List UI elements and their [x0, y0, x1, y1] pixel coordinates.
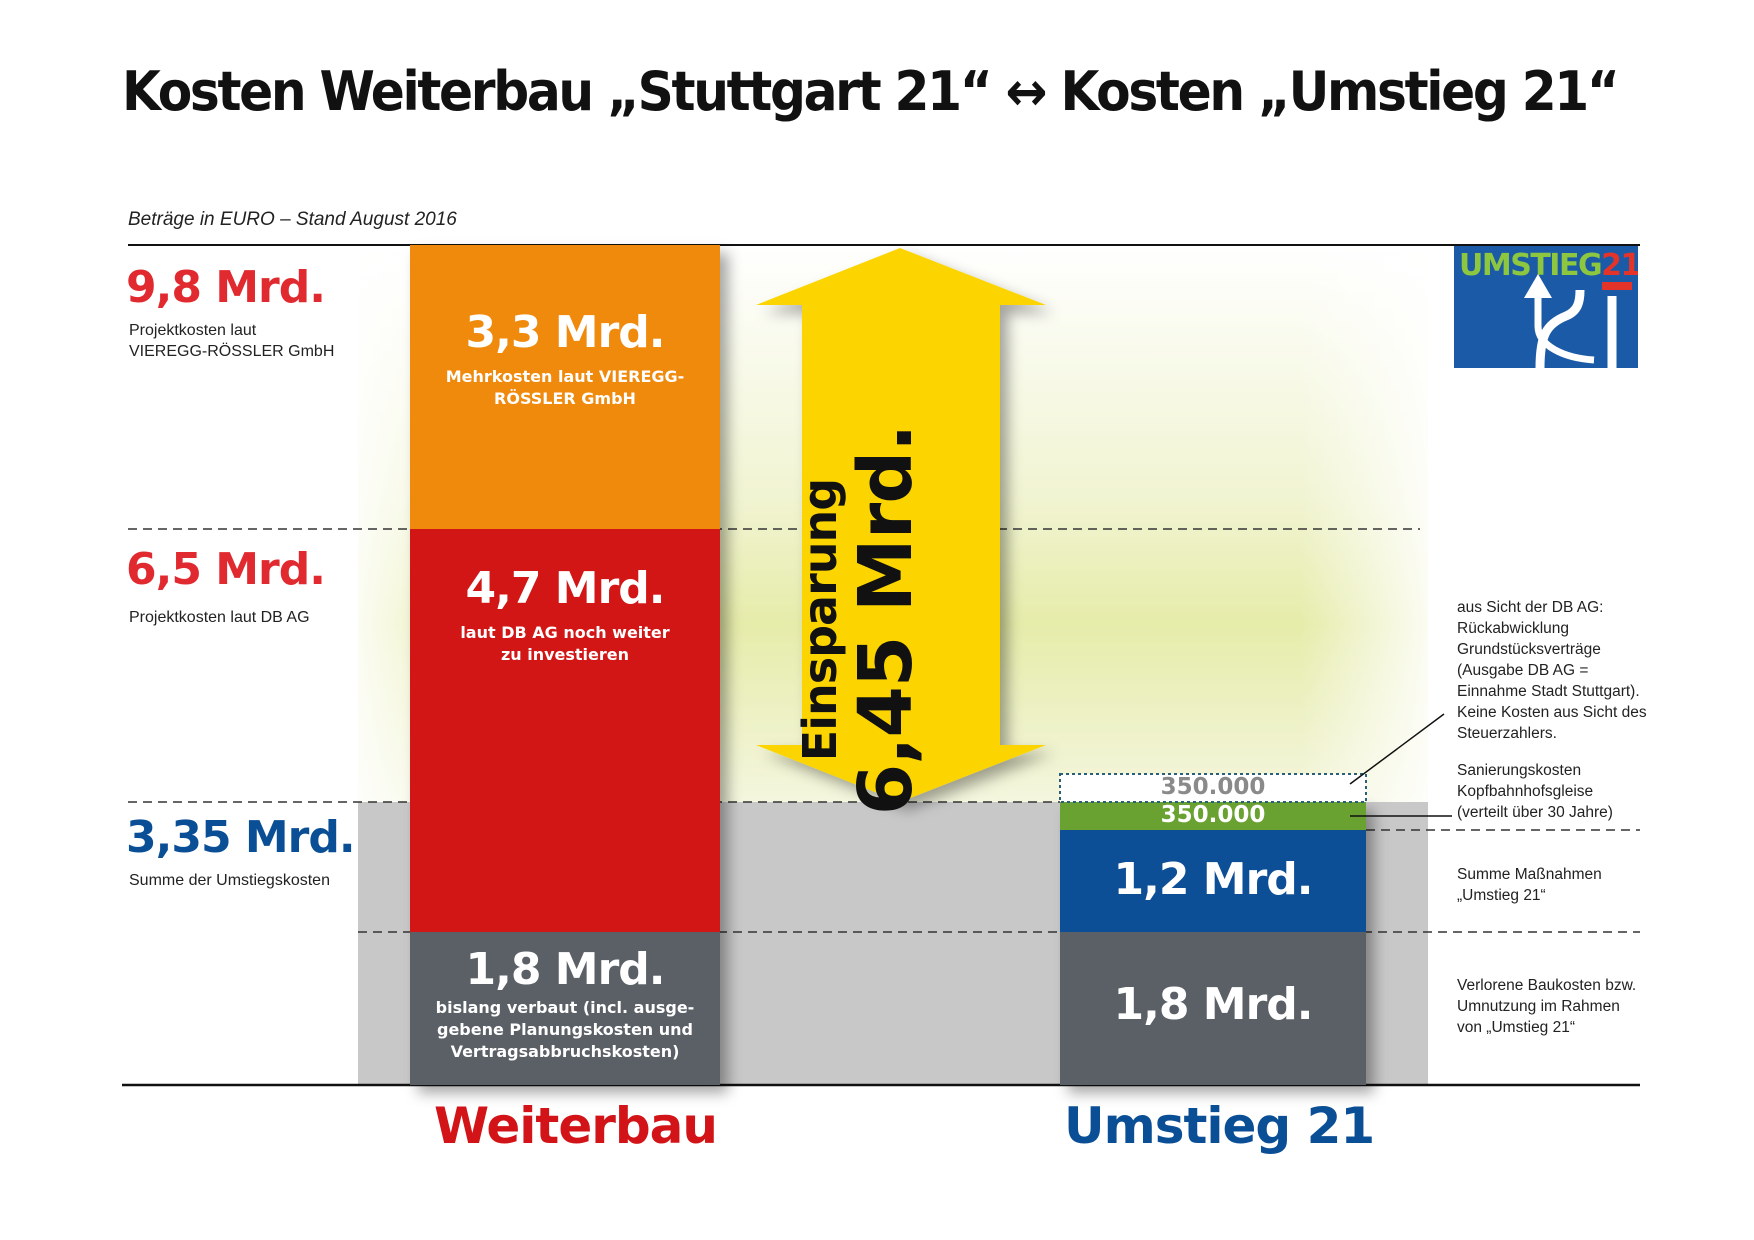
- note-line: „Umstieg 21“: [1457, 887, 1546, 904]
- segment-description: Mehrkosten laut VIEREGG- RÖSSLER GmbH: [410, 366, 720, 410]
- umstieg21-logo: UMSTIEG21: [1454, 246, 1638, 368]
- note-line: Kopfbahnhofsgleise: [1457, 783, 1594, 800]
- logo-text-green: UMSTIEG: [1459, 248, 1603, 283]
- weiterbau-orange-label: 3,3 Mrd. Mehrkosten laut VIEREGG- RÖSSLE…: [410, 308, 720, 410]
- weiterbau-gray-label: 1,8 Mrd. bislang verbaut (incl. ausge- g…: [410, 945, 720, 1063]
- segment-description: bislang verbaut (incl. ausge- gebene Pla…: [410, 997, 720, 1063]
- note-line: Einnahme Stadt Stuttgart).: [1457, 683, 1640, 700]
- chart-title: Kosten Weiterbau „Stuttgart 21“ ↔ Kosten…: [122, 60, 1620, 123]
- segment-description-line: zu investieren: [500, 645, 630, 664]
- data-label: 1,8 Mrd.: [465, 944, 666, 995]
- savings-double-arrow: [756, 248, 1046, 802]
- data-label: 4,7 Mrd.: [465, 563, 666, 614]
- segment-description-line: bislang verbaut (incl. ausge-: [435, 998, 695, 1017]
- logo-track-icon: [1524, 274, 1632, 368]
- level-value-3-35: 3,35 Mrd.: [126, 812, 356, 863]
- note-verlorene: Verlorene Baukosten bzw. Umnutzung im Ra…: [1457, 975, 1636, 1038]
- umstieg-segment-gray: [1060, 932, 1366, 1085]
- segment-description-line: Mehrkosten laut VIEREGG-: [445, 367, 685, 386]
- weiterbau-segment-red: [410, 529, 720, 932]
- logo-text: UMSTIEG21: [1459, 248, 1638, 283]
- segment-description: laut DB AG noch weiter zu investieren: [410, 622, 720, 666]
- note-line: Keine Kosten aus Sicht des: [1457, 704, 1647, 721]
- note-line: Steuerzahlers.: [1457, 725, 1557, 742]
- x-category-umstieg: Umstieg 21: [1064, 1097, 1375, 1155]
- weiterbau-red-label: 4,7 Mrd. laut DB AG noch weiter zu inves…: [410, 564, 720, 666]
- logo-text-red: 21: [1601, 248, 1638, 283]
- umstieg-gray-label: 1,8 Mrd.: [1060, 980, 1366, 1030]
- note-line: Rückabwicklung: [1457, 620, 1569, 637]
- x-category-weiterbau: Weiterbau: [434, 1097, 718, 1155]
- level-value-6-5: 6,5 Mrd.: [126, 544, 326, 595]
- level-desc-line: Projektkosten laut DB AG: [129, 609, 310, 626]
- note-db-view: aus Sicht der DB AG: Rückabwicklung Grun…: [1457, 597, 1647, 744]
- savings-label-line2: 6,45 Mrd.: [843, 424, 929, 816]
- data-label: 1,2 Mrd.: [1113, 854, 1314, 905]
- note-line: Summe Maßnahmen: [1457, 866, 1602, 883]
- chart-subtitle: Beträge in EURO – Stand August 2016: [128, 209, 457, 230]
- segment-description-line: RÖSSLER GmbH: [494, 389, 636, 408]
- umstieg-dotted-label: 350.000: [1160, 774, 1266, 800]
- savings-label-rotated: Einsparung 6,45 Mrd.: [793, 424, 929, 816]
- note-line: Grundstücksverträge: [1457, 641, 1601, 658]
- note-line: (Ausgabe DB AG =: [1457, 662, 1589, 679]
- level-desc-line: Projektkosten laut: [129, 322, 257, 339]
- segment-description-line: Vertragsabbruchskosten): [450, 1042, 680, 1061]
- weiterbau-bar: [410, 245, 720, 1085]
- umstieg-segment-blue: [1060, 830, 1366, 932]
- level-desc-3-35: Summe der Umstiegskosten: [129, 870, 330, 891]
- segment-description-line: gebene Planungskosten und: [437, 1020, 693, 1039]
- level-desc-9-8: Projektkosten laut VIEREGG-RÖSSLER GmbH: [129, 320, 334, 362]
- level-desc-line: Summe der Umstiegskosten: [129, 872, 330, 889]
- level-value-9-8: 9,8 Mrd.: [126, 262, 326, 313]
- note-line: Verlorene Baukosten bzw.: [1457, 977, 1637, 994]
- savings-label-line1: Einsparung: [793, 478, 847, 762]
- data-label: 1,8 Mrd.: [1113, 979, 1314, 1030]
- level-desc-line: VIEREGG-RÖSSLER GmbH: [129, 343, 335, 360]
- data-label: 3,3 Mrd.: [465, 307, 666, 358]
- note-line: (verteilt über 30 Jahre): [1457, 804, 1613, 821]
- note-sanierung: Sanierungskosten Kopfbahnhofsgleise (ver…: [1457, 760, 1613, 823]
- weiterbau-segment-gray: [410, 932, 720, 1085]
- umstieg-bar: [1060, 802, 1366, 1085]
- note-line: Sanierungskosten: [1457, 762, 1582, 779]
- umstieg-segment-dotted: [1059, 773, 1367, 803]
- note-massnahmen: Summe Maßnahmen „Umstieg 21“: [1457, 864, 1602, 906]
- segment-description-line: laut DB AG noch weiter: [460, 623, 670, 642]
- level-desc-6-5: Projektkosten laut DB AG: [129, 607, 310, 628]
- note-line: aus Sicht der DB AG:: [1457, 599, 1604, 616]
- umstieg-green-label: 350.000: [1160, 802, 1266, 828]
- note-line: von „Umstieg 21“: [1457, 1019, 1576, 1036]
- weiterbau-segment-orange: [410, 245, 720, 529]
- umstieg-blue-label: 1,2 Mrd.: [1060, 855, 1366, 905]
- note-line: Umnutzung im Rahmen: [1457, 998, 1620, 1015]
- leader-line-db-view: [1349, 713, 1445, 785]
- umstieg-segment-green: [1060, 802, 1366, 830]
